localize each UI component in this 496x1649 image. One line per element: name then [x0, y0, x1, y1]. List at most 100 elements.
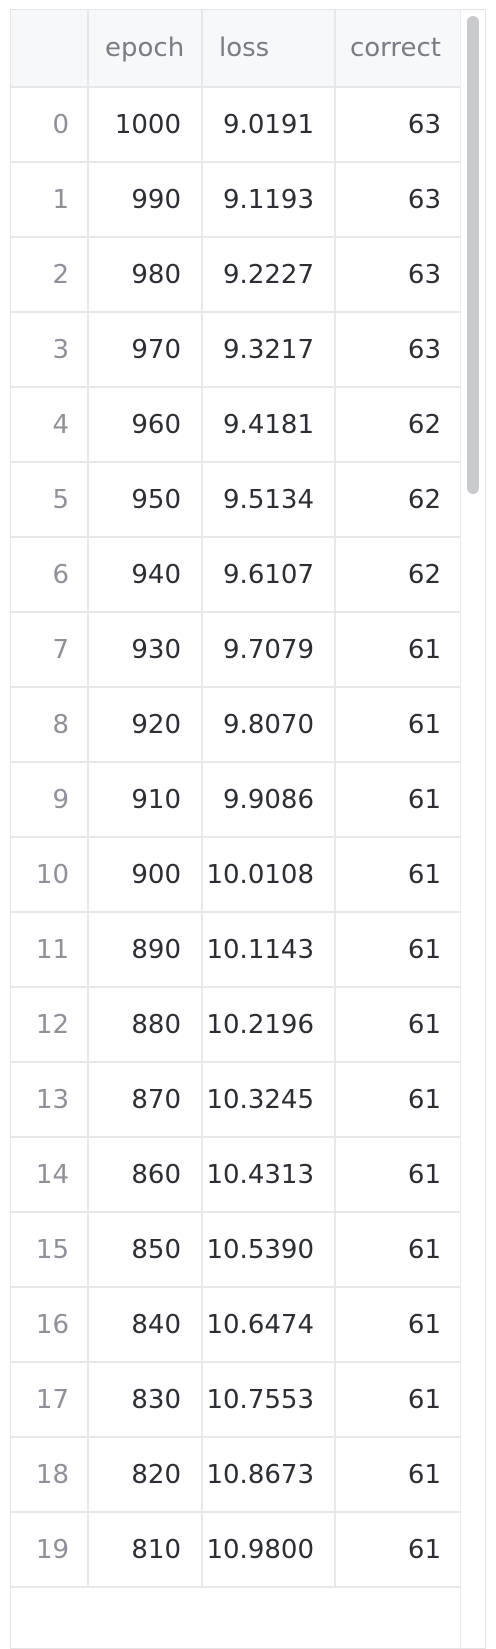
epoch-cell[interactable]: 880 [88, 987, 203, 1063]
table-row: 9 910 9.9086 61 [11, 762, 463, 838]
epoch-cell[interactable]: 900 [88, 837, 203, 913]
loss-cell[interactable]: 9.6107 [202, 537, 336, 613]
correct-cell[interactable]: 62 [335, 537, 463, 613]
correct-cell[interactable]: 63 [335, 87, 463, 163]
correct-cell[interactable]: 62 [335, 387, 463, 463]
row-index-cell[interactable]: 5 [11, 462, 89, 538]
epoch-cell[interactable]: 810 [88, 1512, 203, 1588]
loss-cell[interactable]: 10.8673 [202, 1437, 336, 1513]
row-index-cell[interactable]: 12 [11, 987, 89, 1063]
loss-cell[interactable]: 9.8070 [202, 687, 336, 763]
correct-cell[interactable]: 61 [335, 612, 463, 688]
epoch-cell[interactable]: 960 [88, 387, 203, 463]
loss-cell[interactable]: 9.2227 [202, 237, 336, 313]
epoch-cell[interactable]: 990 [88, 162, 203, 238]
row-index-cell[interactable]: 10 [11, 837, 89, 913]
row-index-cell[interactable]: 3 [11, 312, 89, 388]
loss-cell[interactable]: 9.0191 [202, 87, 336, 163]
row-index-cell[interactable]: 15 [11, 1212, 89, 1288]
table-row: 0 1000 9.0191 63 [11, 87, 463, 163]
loss-cell[interactable]: 10.5390 [202, 1212, 336, 1288]
correct-cell[interactable]: 61 [335, 1062, 463, 1138]
row-index-cell[interactable]: 19 [11, 1512, 89, 1588]
row-index-cell[interactable]: 9 [11, 762, 89, 838]
table-body: 0 1000 9.0191 63 1 990 9.1193 63 2 980 9.2227 63 3 97… [11, 87, 463, 1588]
correct-cell[interactable]: 61 [335, 762, 463, 838]
correct-cell[interactable]: 61 [335, 1212, 463, 1288]
table-row: 2 980 9.2227 63 [11, 237, 463, 313]
loss-cell[interactable]: 9.5134 [202, 462, 336, 538]
correct-cell[interactable]: 61 [335, 837, 463, 913]
epoch-cell[interactable]: 940 [88, 537, 203, 613]
loss-cell[interactable]: 10.4313 [202, 1137, 336, 1213]
row-index-cell[interactable]: 8 [11, 687, 89, 763]
correct-cell[interactable]: 61 [335, 1362, 463, 1438]
row-index-cell[interactable]: 13 [11, 1062, 89, 1138]
loss-cell[interactable]: 10.9800 [202, 1512, 336, 1588]
correct-cell[interactable]: 61 [335, 1437, 463, 1513]
epoch-cell[interactable]: 910 [88, 762, 203, 838]
table-row: 13 870 10.3245 61 [11, 1062, 463, 1138]
correct-cell[interactable]: 61 [335, 912, 463, 988]
epoch-cell[interactable]: 890 [88, 912, 203, 988]
epoch-cell[interactable]: 850 [88, 1212, 203, 1288]
correct-cell[interactable]: 61 [335, 687, 463, 763]
scrollbar-thumb[interactable] [467, 16, 479, 494]
loss-cell[interactable]: 10.7553 [202, 1362, 336, 1438]
epoch-cell[interactable]: 920 [88, 687, 203, 763]
column-header-correct[interactable]: correct [335, 10, 463, 88]
column-header-epoch[interactable]: epoch [88, 10, 203, 88]
table-row: 16 840 10.6474 61 [11, 1287, 463, 1363]
loss-cell[interactable]: 9.3217 [202, 312, 336, 388]
row-index-cell[interactable]: 7 [11, 612, 89, 688]
header-row: epoch loss correct [11, 10, 463, 88]
table-row: 12 880 10.2196 61 [11, 987, 463, 1063]
loss-cell[interactable]: 10.0108 [202, 837, 336, 913]
epoch-cell[interactable]: 870 [88, 1062, 203, 1138]
row-index-cell[interactable]: 2 [11, 237, 89, 313]
correct-cell[interactable]: 61 [335, 1137, 463, 1213]
table-row: 15 850 10.5390 61 [11, 1212, 463, 1288]
row-index-cell[interactable]: 0 [11, 87, 89, 163]
row-index-cell[interactable]: 17 [11, 1362, 89, 1438]
epoch-cell[interactable]: 830 [88, 1362, 203, 1438]
table-header: epoch loss correct [11, 10, 463, 88]
epoch-cell[interactable]: 950 [88, 462, 203, 538]
correct-cell[interactable]: 63 [335, 237, 463, 313]
loss-cell[interactable]: 10.6474 [202, 1287, 336, 1363]
loss-cell[interactable]: 10.3245 [202, 1062, 336, 1138]
loss-cell[interactable]: 9.9086 [202, 762, 336, 838]
epoch-cell[interactable]: 820 [88, 1437, 203, 1513]
epoch-cell[interactable]: 1000 [88, 87, 203, 163]
column-header-index[interactable] [11, 10, 89, 88]
row-index-cell[interactable]: 18 [11, 1437, 89, 1513]
epoch-cell[interactable]: 970 [88, 312, 203, 388]
table-row: 8 920 9.8070 61 [11, 687, 463, 763]
dataframe-viewer: epoch loss correct 0 1000 9.0191 63 1 990 9.11… [10, 9, 486, 1649]
correct-cell[interactable]: 61 [335, 987, 463, 1063]
epoch-cell[interactable]: 930 [88, 612, 203, 688]
loss-cell[interactable]: 9.4181 [202, 387, 336, 463]
data-table: epoch loss correct 0 1000 9.0191 63 1 990 9.11… [11, 10, 463, 1588]
epoch-cell[interactable]: 980 [88, 237, 203, 313]
row-index-cell[interactable]: 16 [11, 1287, 89, 1363]
row-index-cell[interactable]: 11 [11, 912, 89, 988]
vertical-scrollbar[interactable] [460, 10, 485, 1648]
correct-cell[interactable]: 62 [335, 462, 463, 538]
row-index-cell[interactable]: 14 [11, 1137, 89, 1213]
loss-cell[interactable]: 9.7079 [202, 612, 336, 688]
correct-cell[interactable]: 63 [335, 162, 463, 238]
table-row: 17 830 10.7553 61 [11, 1362, 463, 1438]
correct-cell[interactable]: 61 [335, 1512, 463, 1588]
correct-cell[interactable]: 61 [335, 1287, 463, 1363]
row-index-cell[interactable]: 6 [11, 537, 89, 613]
epoch-cell[interactable]: 840 [88, 1287, 203, 1363]
correct-cell[interactable]: 63 [335, 312, 463, 388]
loss-cell[interactable]: 10.1143 [202, 912, 336, 988]
row-index-cell[interactable]: 4 [11, 387, 89, 463]
column-header-loss[interactable]: loss [202, 10, 336, 88]
loss-cell[interactable]: 10.2196 [202, 987, 336, 1063]
loss-cell[interactable]: 9.1193 [202, 162, 336, 238]
row-index-cell[interactable]: 1 [11, 162, 89, 238]
epoch-cell[interactable]: 860 [88, 1137, 203, 1213]
